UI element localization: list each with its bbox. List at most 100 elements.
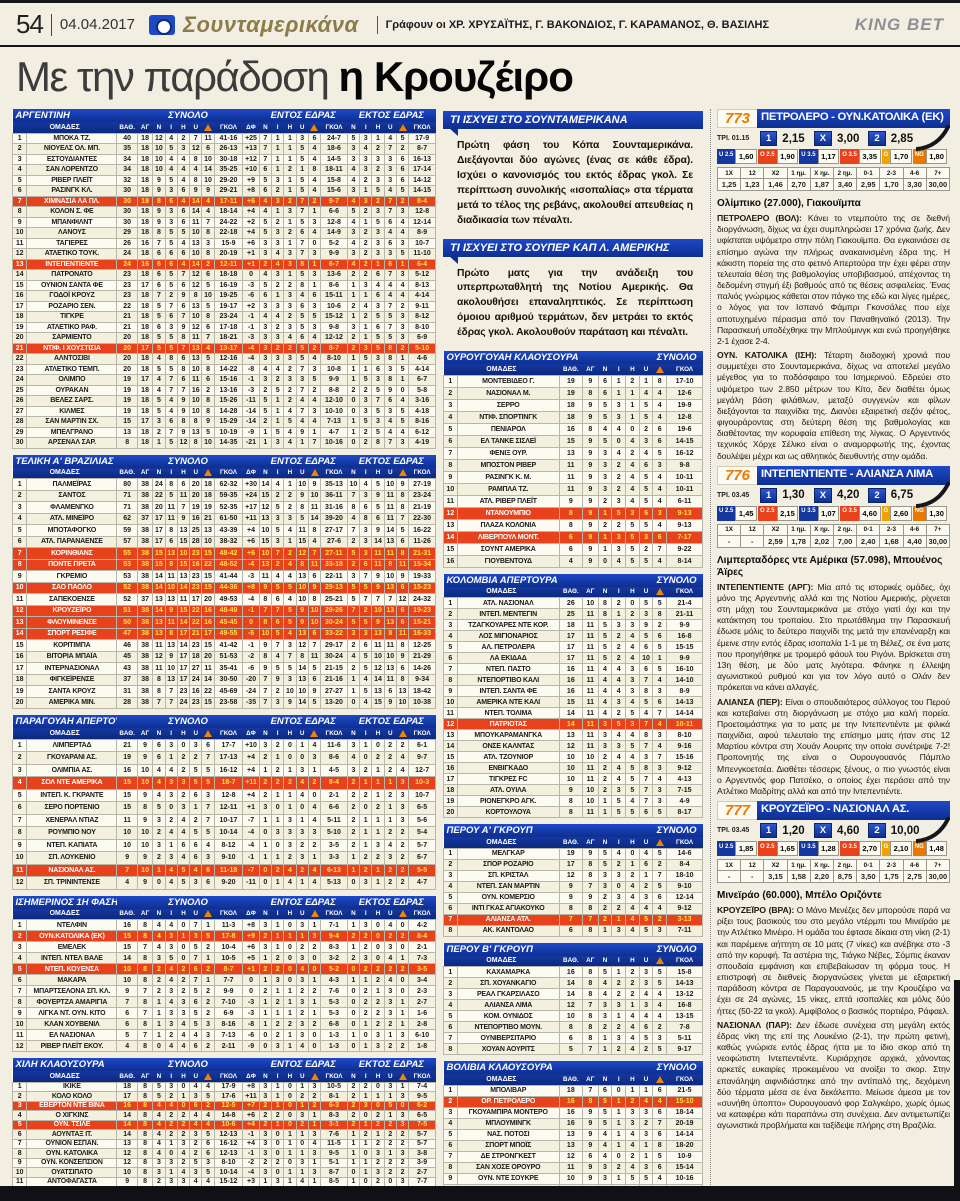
stat-cell: 4: [176, 1018, 191, 1030]
column-header: Η: [625, 1074, 640, 1086]
stat-cell: 6: [652, 1128, 668, 1141]
position-cell: 29: [11, 426, 28, 438]
stat-cell: +4: [242, 788, 260, 802]
stat-cell: 2: [359, 227, 373, 239]
stat-cell: 6: [597, 1084, 613, 1097]
stat-cell: 3: [371, 416, 385, 428]
stat-cell: 14-14: [666, 707, 703, 720]
stat-cell: 2: [307, 342, 322, 354]
column-header: [652, 955, 667, 967]
over-icon: [204, 910, 213, 918]
position-cell: 10: [11, 581, 28, 594]
stat-cell: 4: [597, 1150, 613, 1163]
stat-cell: 7: [295, 384, 309, 396]
team-name-cell: ΛΙΜΠΕΡΤΑΔ: [26, 738, 118, 752]
stat-cell: 9: [558, 891, 583, 904]
stat-cell: 10: [152, 143, 166, 155]
stat-cell: 27-19: [408, 478, 436, 491]
stat-cell: 6: [383, 216, 397, 228]
stat-cell: 5: [152, 395, 166, 407]
stat-cell: 0: [371, 1100, 385, 1111]
stat-cell: 1: [638, 1139, 654, 1152]
stat-cell: 3: [597, 869, 613, 882]
stat-cell: 17: [136, 416, 154, 428]
stat-cell: 8: [136, 1091, 154, 1102]
stat-cell: 3: [625, 674, 640, 687]
stat-cell: 4: [270, 311, 285, 323]
stat-cell: 8: [201, 405, 215, 417]
position-cell: 8: [11, 826, 28, 840]
table-row: 27 ΚΙΛΜΕΣ 19 18 5 4 9 10 8 14-28 -14 5 1 4 7 3 10-10 0 3 5 3…: [11, 405, 436, 417]
stat-cell: 4: [164, 996, 178, 1008]
stat-cell: 2: [346, 639, 361, 652]
stat-cell: 18: [136, 321, 154, 333]
stat-cell: 1: [625, 1084, 640, 1097]
grid-header: 2 ημ.: [832, 523, 858, 536]
stat-cell: 3: [271, 535, 285, 548]
standings-table-bolivia: ΒΟΛΙΒΙΑ ΚΛΑΟΥΣΟΥΡΑ ΣΥΝΟΛΟ ΟΜΑΔΕΣ ΒΑΘ. ΑΓ Ν Ι Η U…: [443, 1061, 703, 1201]
stat-cell: 9: [371, 581, 385, 594]
stat-cell: 4-7: [408, 876, 436, 890]
stat-cell: 24: [176, 696, 191, 709]
stat-cell: 1: [346, 279, 361, 291]
table-head: ΚΟΛΟΜΒΙΑ ΑΠΕΡΤΟΥΡΑ ΣΥΝΟΛΟ ΟΜΑΔΕΣ ΒΑΘ. ΑΓ Ν Ι Η U…: [443, 573, 703, 598]
stat-cell: 4: [307, 801, 322, 815]
stat-cell: 4: [189, 863, 203, 877]
over-icon: [204, 1072, 213, 1080]
stat-cell: 14-10: [666, 674, 703, 687]
stat-cell: 5: [152, 1091, 166, 1102]
stat-cell: 2: [346, 558, 361, 571]
stat-cell: 6: [116, 1018, 138, 1030]
position-cell: 1: [443, 597, 458, 610]
table-row: 5 ΟΥΝ. ΤΣΙΛΕ 14 8 4 2 2 4 4 10-6 +4 2 1 0 2 1 3-1 2 1 2 2 3 7-…: [11, 1119, 436, 1130]
stat-cell: 17-6: [213, 1091, 244, 1102]
stat-cell: 8: [164, 478, 178, 491]
stat-cell: 0: [395, 384, 410, 396]
position-cell: 7: [443, 1032, 458, 1045]
position-cell: 7: [443, 446, 458, 460]
stat-cell: 1: [152, 437, 166, 449]
stat-cell: 4: [346, 751, 361, 765]
stat-cell: 8-3: [320, 1110, 348, 1121]
stat-cell: 1: [371, 813, 385, 827]
stat-cell: 5: [189, 1018, 203, 1030]
stat-cell: 14: [116, 1119, 138, 1130]
grid-header: 7+: [925, 523, 951, 536]
stat-cell: 6: [395, 153, 410, 165]
stat-cell: 11: [152, 662, 166, 675]
stat-cell: 12: [371, 662, 385, 675]
stat-cell: 22: [116, 300, 138, 312]
stat-cell: 12-14: [408, 216, 436, 228]
stat-cell: 3: [359, 132, 373, 144]
grid-header: 2-3: [879, 859, 904, 872]
stat-cell: 2: [346, 300, 361, 312]
column-header: [652, 364, 667, 376]
stat-cell: 8-16: [408, 416, 436, 428]
stat-cell: 6: [558, 1032, 583, 1045]
stat-cell: 5: [638, 554, 654, 568]
stat-cell: 2: [371, 974, 385, 986]
stat-cell: 16: [558, 685, 583, 698]
info-box-sudamericana: ΤΙ ΙΣΧΥΕΙ ΣΤΟ ΣΟΥΝΤΑΜΕΡΙΚΑΝΑ Πρώτη φάση …: [443, 111, 703, 229]
column-header: U: [384, 908, 397, 920]
table-row: 9 ΜΠΑΝΦΙΛΝΤ 30 18 9 3 6 11 7 24-22 +2 5 2 1 5 3 12-8 4 1 5 6…: [11, 216, 436, 228]
stat-cell: 3: [307, 930, 322, 942]
stat-cell: 13: [258, 558, 273, 571]
stat-cell: 6: [395, 662, 410, 675]
stat-cell: 9: [258, 581, 273, 594]
team-name-cell: ΧΕΝΕΡΑΛ ΝΤΙΑΖ: [26, 813, 118, 827]
stat-cell: 2: [346, 801, 361, 815]
stat-cell: 71: [116, 501, 138, 514]
stat-cell: 0: [346, 1167, 361, 1178]
stat-cell: 6: [652, 891, 668, 904]
column-header: Ν: [598, 364, 612, 376]
stat-cell: 9: [558, 494, 583, 508]
stat-cell: 7: [581, 880, 599, 893]
stat-cell: 16: [558, 1117, 583, 1130]
stat-cell: 15-6: [320, 185, 348, 197]
grid-header: 4-6: [902, 167, 927, 179]
stat-cell: 13: [164, 547, 178, 560]
stat-cell: 1: [258, 763, 273, 777]
stat-cell: 3: [638, 608, 654, 621]
column-header: ΑΓ: [582, 586, 599, 598]
